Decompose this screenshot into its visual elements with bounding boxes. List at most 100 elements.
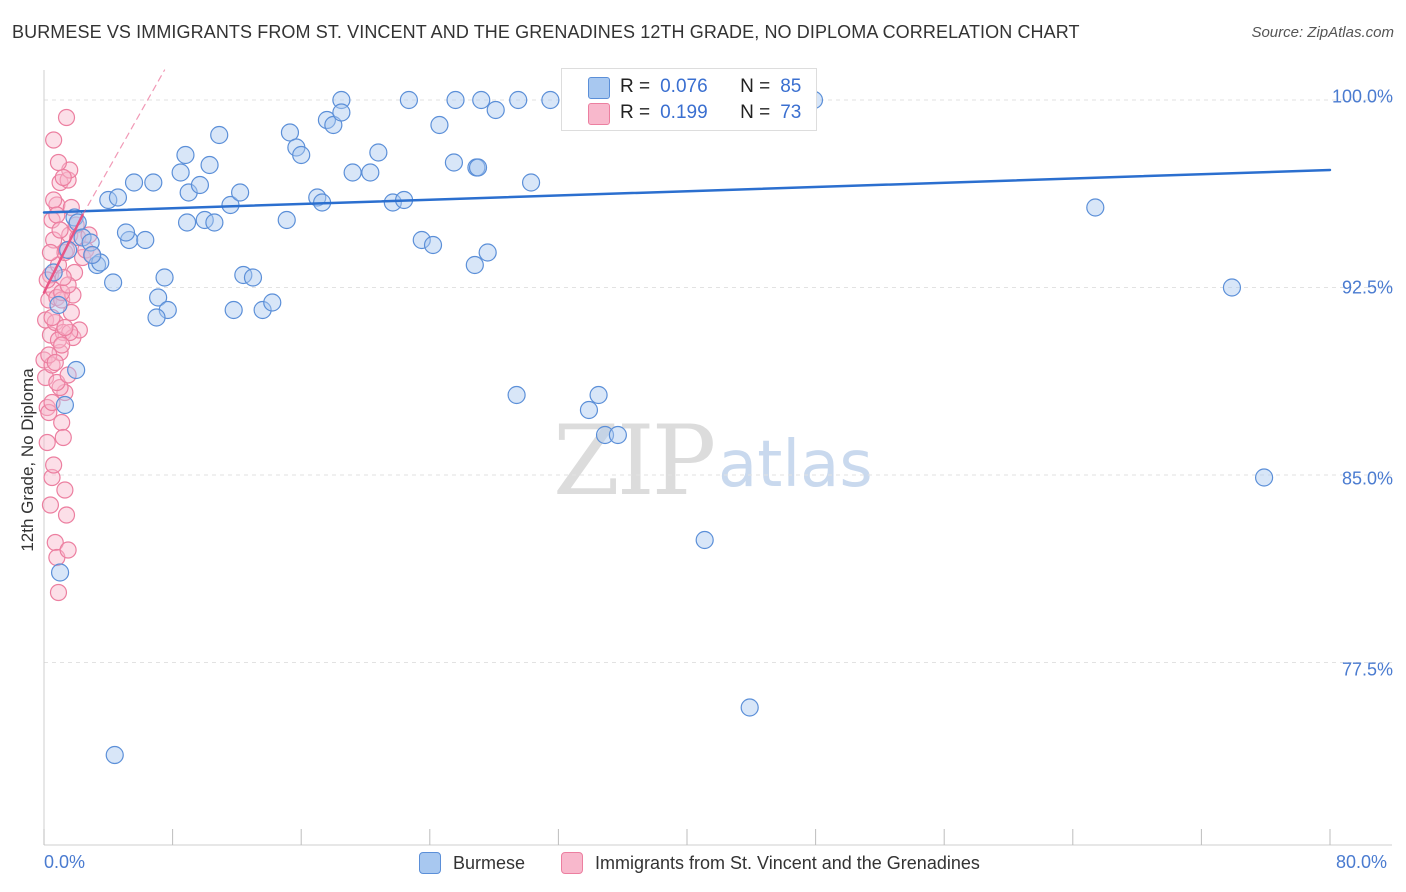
x-tick-label-min: 0.0% bbox=[44, 852, 86, 872]
immigrants-point bbox=[64, 286, 82, 304]
burmese-point bbox=[541, 90, 560, 110]
immigrants-point bbox=[56, 318, 74, 337]
burmese-point bbox=[210, 125, 229, 145]
immigrants-point bbox=[49, 153, 68, 172]
burmese-point bbox=[200, 155, 219, 175]
burmese-point bbox=[478, 243, 497, 262]
burmese-point bbox=[695, 530, 714, 550]
burmese-point bbox=[740, 698, 759, 717]
burmese-point bbox=[589, 385, 608, 405]
series-immigrants-points bbox=[35, 108, 101, 602]
immigrants-point bbox=[43, 356, 61, 374]
burmese-point bbox=[87, 255, 107, 275]
burmese-point bbox=[147, 308, 166, 327]
burmese-point bbox=[136, 230, 155, 250]
burmese-point bbox=[205, 213, 224, 232]
immigrants-point bbox=[43, 468, 61, 487]
immigrants-point bbox=[59, 541, 77, 559]
immigrants-point bbox=[46, 533, 64, 552]
correlation-legend: R = 0.076 N = 85 R = 0.199 N = 73 bbox=[561, 68, 817, 131]
burmese-point bbox=[423, 235, 443, 255]
burmese-point bbox=[430, 115, 449, 135]
legend-n-value: 85 bbox=[780, 76, 802, 97]
series-legend-swatch bbox=[561, 852, 583, 874]
immigrants-point bbox=[53, 413, 71, 432]
immigrants-point bbox=[57, 506, 76, 524]
burmese-point bbox=[176, 145, 195, 165]
immigrants-point bbox=[45, 131, 63, 149]
burmese-point bbox=[1086, 198, 1105, 217]
legend-r-value: 0.199 bbox=[660, 102, 708, 123]
burmese-point bbox=[412, 230, 431, 250]
burmese-point bbox=[124, 173, 144, 192]
burmese-point bbox=[468, 158, 488, 177]
burmese-point bbox=[472, 90, 491, 110]
burmese-point bbox=[104, 273, 123, 292]
burmese-point bbox=[231, 183, 250, 202]
y-tick-label: 92.5% bbox=[1341, 277, 1393, 298]
burmese-point bbox=[190, 175, 210, 195]
burmese-point bbox=[361, 163, 380, 182]
series-legend-label: Burmese bbox=[453, 852, 526, 873]
immigrants-point bbox=[38, 433, 56, 452]
legend-r-label: R = bbox=[620, 76, 651, 97]
burmese-point bbox=[446, 90, 465, 110]
y-tick-label: 100.0% bbox=[1331, 86, 1393, 107]
legend-n-label: N = bbox=[740, 76, 771, 97]
burmese-point bbox=[108, 188, 128, 207]
immigrants-point bbox=[41, 243, 60, 262]
burmese-point bbox=[116, 223, 136, 242]
axes bbox=[43, 70, 1392, 846]
watermark-atlas: atlas bbox=[718, 428, 873, 502]
burmese-point bbox=[292, 145, 311, 165]
burmese-point bbox=[253, 300, 272, 320]
immigrants-point bbox=[48, 206, 66, 224]
chart-title: BURMESE VS IMMIGRANTS FROM ST. VINCENT A… bbox=[12, 22, 1080, 42]
chart-source: Source: ZipAtlas.com bbox=[1251, 24, 1394, 41]
burmese-point bbox=[177, 213, 197, 232]
burmese-point bbox=[1222, 278, 1242, 297]
burmese-point bbox=[155, 268, 174, 287]
legend-swatch-burmese bbox=[588, 77, 610, 99]
legend-row-immigrants: R = 0.199 N = 73 bbox=[620, 101, 801, 125]
legend-row-burmese: R = 0.076 N = 85 bbox=[620, 75, 801, 99]
legend-r-label: R = bbox=[620, 102, 651, 123]
burmese-point bbox=[50, 563, 70, 582]
burmese-point bbox=[332, 90, 351, 110]
burmese-point bbox=[369, 143, 388, 162]
immigrants-point bbox=[51, 221, 69, 239]
burmese-point bbox=[144, 173, 163, 192]
burmese-point bbox=[171, 163, 190, 182]
burmese-point bbox=[521, 173, 541, 192]
immigrants-point bbox=[54, 168, 72, 187]
immigrants-trend-line bbox=[42, 213, 84, 294]
burmese-point bbox=[486, 100, 505, 120]
immigrants-point bbox=[54, 268, 72, 287]
burmese-point bbox=[263, 293, 282, 312]
burmese-point bbox=[105, 745, 124, 765]
burmese-point bbox=[67, 360, 86, 380]
legend-swatch-immigrants bbox=[588, 103, 610, 125]
immigrants-point bbox=[54, 428, 72, 447]
watermark-zip: ZIP bbox=[553, 405, 716, 517]
immigrants-point bbox=[45, 191, 63, 209]
y-tick-label: 85.0% bbox=[1341, 468, 1393, 489]
legend-r-value: 0.076 bbox=[660, 76, 708, 97]
trend-lines bbox=[42, 69, 1332, 294]
series-legend: Burmese Immigrants from St. Vincent and … bbox=[0, 852, 1406, 876]
series-legend-item-immigrants: Immigrants from St. Vincent and the Gren… bbox=[561, 852, 980, 874]
x-tick-label-max: 80.0% bbox=[1336, 852, 1388, 872]
series-legend-item-burmese: Burmese bbox=[419, 852, 525, 874]
burmese-point bbox=[444, 153, 464, 172]
burmese-point bbox=[579, 400, 599, 420]
burmese-point bbox=[507, 385, 526, 405]
burmese-point bbox=[243, 268, 263, 287]
immigrants-point bbox=[40, 403, 58, 422]
series-legend-label: Immigrants from St. Vincent and the Gren… bbox=[595, 852, 980, 873]
burmese-point bbox=[608, 425, 627, 445]
y-tick-label: 77.5% bbox=[1341, 659, 1393, 680]
immigrants-point bbox=[49, 583, 68, 602]
burmese-point bbox=[332, 103, 351, 122]
grid-lines bbox=[44, 99, 1392, 663]
